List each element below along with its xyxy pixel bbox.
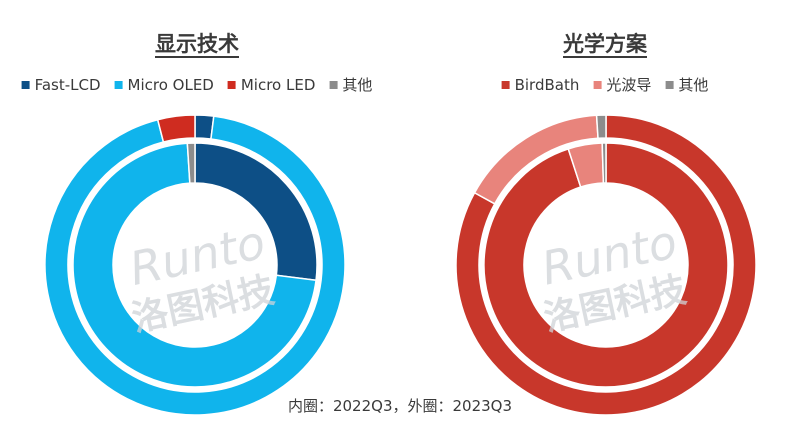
donut-slice-outer <box>156 114 196 143</box>
donut-slice-inner <box>601 142 607 184</box>
legend-swatch <box>329 80 338 89</box>
donut-slice-outer <box>455 114 757 416</box>
legend-item: Fast-LCD <box>21 75 101 94</box>
legend-swatch <box>21 80 30 89</box>
legend-item: Micro LED <box>227 75 316 94</box>
donut-slice-inner <box>72 142 317 388</box>
legend-swatch <box>227 80 236 89</box>
chart-title-optics: 光学方案 <box>563 32 647 56</box>
legend-label: BirdBath <box>514 75 580 94</box>
legend-label: 其他 <box>678 76 709 94</box>
watermark-left: Runto 洛图科技 <box>125 215 278 340</box>
legend-optics: BirdBath 光波导 其他 <box>501 74 708 95</box>
legend-item: Micro OLED <box>114 75 214 94</box>
legend-label: Micro OLED <box>127 75 214 94</box>
donut-slice-inner <box>186 142 196 184</box>
legend-item: 光波导 <box>593 74 651 95</box>
legend-label: 光波导 <box>606 76 652 94</box>
legend-display: Fast-LCD Micro OLED Micro LED 其他 <box>21 74 372 95</box>
donut-optics <box>455 114 757 416</box>
legend-item: BirdBath <box>501 75 580 94</box>
legend-label: 其他 <box>342 76 373 94</box>
legend-swatch <box>593 80 602 89</box>
legend-item: 其他 <box>665 74 708 95</box>
legend-swatch <box>501 80 510 89</box>
donut-slice-inner <box>483 142 729 388</box>
footnote: 内圈：2022Q3，外圈：2023Q3 <box>287 397 513 415</box>
legend-item: 其他 <box>329 74 372 95</box>
legend-label: Micro LED <box>240 75 316 94</box>
chart-title-display: 显示技术 <box>155 32 239 56</box>
legend-swatch <box>665 80 674 89</box>
donut-display <box>44 114 346 416</box>
donut-slice-outer <box>44 115 346 416</box>
legend-swatch <box>114 80 123 89</box>
legend-label: Fast-LCD <box>34 75 101 94</box>
donut-slice-outer <box>595 114 607 140</box>
